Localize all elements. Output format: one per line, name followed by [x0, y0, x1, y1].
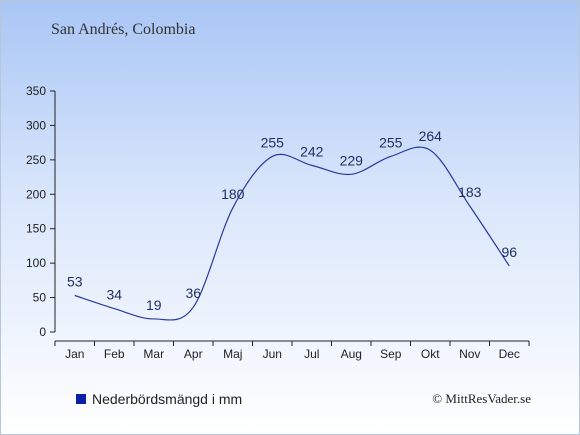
y-axis-ticks: 0 50 100 150 200 250 300 350 [26, 84, 55, 339]
x-tick-label: Jul [304, 347, 319, 361]
x-tick-label: Dec [499, 347, 520, 361]
data-label: 96 [501, 244, 517, 260]
x-tick-label: Jan [65, 347, 84, 361]
x-axis-ticks: Jan Feb Mar Apr Maj Jun Jul Aug Sep Okt Nov Dec [54, 341, 530, 361]
y-tick-label: 200 [26, 187, 46, 201]
legend: Nederbördsmängd i mm [76, 391, 242, 407]
legend-swatch [76, 394, 86, 404]
x-tick-label: Apr [184, 347, 203, 361]
y-tick-label: 350 [26, 84, 46, 98]
data-label: 255 [379, 134, 403, 150]
series-line [74, 146, 510, 321]
data-label: 229 [340, 152, 364, 168]
chart-title: San Andrés, Colombia [51, 21, 196, 38]
axes [54, 91, 529, 342]
x-tick-label: Maj [223, 347, 242, 361]
data-label: 183 [458, 184, 482, 200]
data-label: 34 [106, 287, 122, 303]
data-labels: 53 34 19 36 180 255 242 229 255 264 183 96 [67, 128, 517, 313]
data-label: 19 [146, 297, 162, 313]
x-tick-label: Mar [143, 347, 164, 361]
x-tick-label: Feb [104, 347, 125, 361]
data-label: 36 [185, 285, 201, 301]
y-tick-label: 50 [33, 291, 47, 305]
data-label: 264 [419, 128, 443, 144]
x-tick-label: Nov [459, 347, 480, 361]
data-label: 255 [261, 134, 285, 150]
y-tick-label: 100 [26, 256, 46, 270]
x-tick-label: Jun [263, 347, 282, 361]
data-label: 242 [300, 143, 324, 159]
legend-label: Nederbördsmängd i mm [92, 391, 243, 407]
y-tick-label: 0 [39, 325, 46, 339]
y-tick-label: 300 [26, 118, 46, 132]
copyright-text: © MittResVader.se [432, 391, 531, 406]
data-label: 180 [221, 186, 245, 202]
x-tick-label: Sep [380, 347, 402, 361]
x-tick-label: Aug [341, 347, 362, 361]
series-group [74, 146, 510, 321]
y-tick-label: 250 [26, 153, 46, 167]
data-label: 53 [67, 274, 83, 290]
x-tick-label: Okt [421, 347, 440, 361]
y-tick-label: 150 [26, 222, 46, 236]
